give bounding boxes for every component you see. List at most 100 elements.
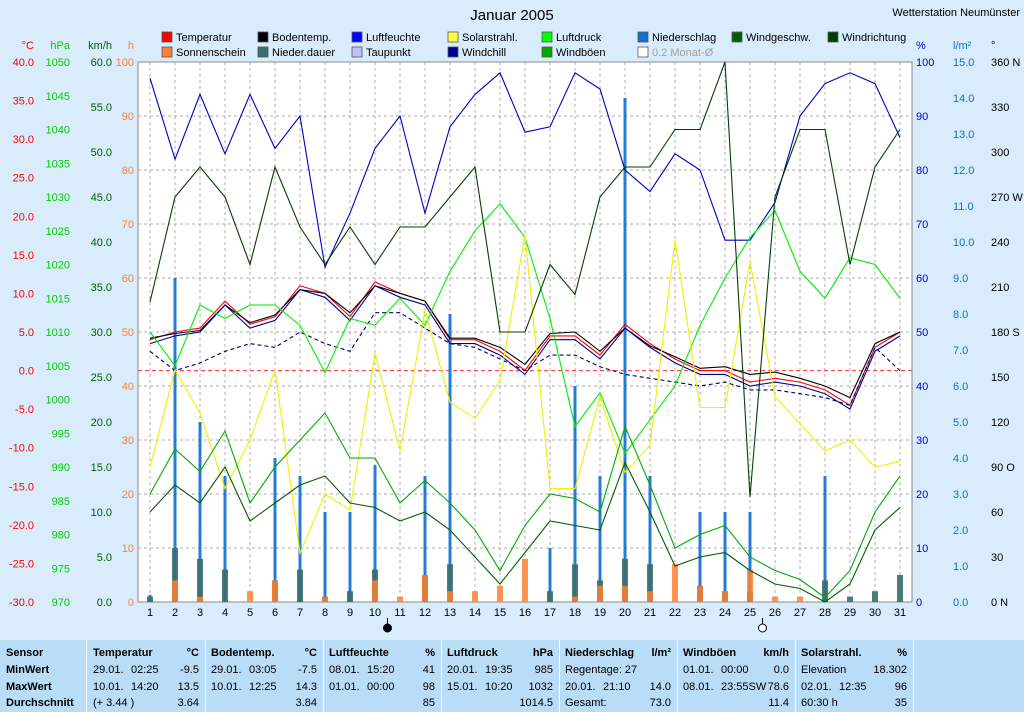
y-tick-label-pressure: 1040 [46,125,70,137]
y-tick-label-pressure: 1010 [46,327,70,339]
legend-label: Solarstrahl. [462,32,518,44]
y-tick-label-percent: 50 [916,327,928,339]
x-tick-label: 13 [444,607,456,619]
y-tick-label-temperature: -15.0 [9,481,34,493]
line-windchill [149,285,901,410]
summary-header: Solarstrahl. [801,647,862,659]
legend-label: Luftfeuchte [366,32,420,44]
summary-cell: 00:00 [721,664,749,676]
y-tick-label-pressure: 1015 [46,293,70,305]
summary-header: Bodentemp. [211,647,275,659]
line-windrichtung [149,61,901,498]
y-tick-label-direction: 360 N [991,57,1020,69]
bar-niederdauer-20 [622,558,628,602]
y-tick-label-percent: 80 [916,165,928,177]
summary-header: Luftfeuchte [329,647,389,659]
y-tick-label-percent: 90 [916,111,928,123]
x-tick-label: 24 [719,607,731,619]
axis-unit-precip: l/m² [953,40,972,52]
y-tick-label-pressure: 1020 [46,260,70,272]
y-tick-label-percent: 100 [916,57,934,69]
summary-cell: 18.302 [873,664,907,676]
y-tick-label-pressure: 990 [52,462,70,474]
bar-niederdauer-2 [172,548,178,602]
summary-cell: 08.01. [683,681,714,693]
bar-sonnenschein-25 [747,569,753,602]
summary-cell: 02:25 [131,664,159,676]
y-tick-label-wind: 15.0 [91,462,112,474]
y-tick-label-precip: 10.0 [953,237,974,249]
summary-cell: 3.64 [177,697,199,709]
y-tick-label-direction: 270 W [991,192,1023,204]
bar-sonnenschein-21 [647,591,653,602]
y-tick-label-hours: 80 [122,165,134,177]
summary-cell: 29.01. [93,664,124,676]
axis-unit-hours: h [128,40,134,52]
y-tick-label-precip: 9.0 [953,273,968,285]
axes: 1 2 3 4 5 6 7 8 9 10 11 12 13 14 15 16 17 18 19 20 21 22 23 24 2… [9,40,1023,633]
bar-sonnenschein-5 [247,591,253,602]
bar-niederdauer-7 [297,569,303,602]
summary-temperatur: Temperatur °C 29.01. 02:25 -9.5 10.01. 14:20 13… [87,640,205,712]
y-tick-label-precip: 7.0 [953,345,968,357]
summary-unit: % [425,647,435,659]
axis-unit-wind: km/h [88,40,112,52]
summary-cell: (+ 3.44 ) [93,697,135,709]
y-tick-label-precip: 0.0 [953,597,968,609]
weather-chart: Januar 2005 Wetterstation Neumünster Tem… [9,7,1023,633]
legend-label: 0.2 Monat-Ø [652,47,714,59]
bar-niederdauer-9 [347,591,353,602]
summary-cell: 14:20 [131,681,159,693]
x-tick-label: 7 [297,607,303,619]
y-tick-label-pressure: 1035 [46,158,70,170]
summary-row-label: Durchschnitt [6,697,74,709]
bar-niederdauer-17 [547,591,553,602]
summary-unit: l/m² [651,647,671,659]
x-tick-label: 1 [147,607,153,619]
summary-unit: km/h [763,647,789,659]
bar-niederschlag-10 [373,465,377,602]
bar-niederdauer-21 [647,564,653,602]
y-tick-label-pressure: 975 [52,563,70,575]
x-tick-label: 10 [369,607,381,619]
legend-label: Niederschlag [652,32,716,44]
bar-niederschlag-3 [198,422,202,602]
y-tick-label-percent: 60 [916,273,928,285]
summary-row-label: MinWert [6,664,50,676]
summary-niederschlag: Niederschlag l/m² Regentage: 27 20.01. 21:10… [559,640,677,712]
summary-cell: 29.01. [211,664,242,676]
summary-cell: -9.5 [180,664,199,676]
summary-cell: 73.0 [649,697,671,709]
y-tick-label-wind: 55.0 [91,102,112,114]
y-tick-label-wind: 20.0 [91,417,112,429]
y-tick-label-pressure: 1005 [46,361,70,373]
summary-bodentemp: Bodentemp. °C 29.01. 03:05 -7.5 10.01. 12:25 14… [205,640,323,712]
y-tick-label-pressure: 995 [52,428,70,440]
bar-niederschlag-9 [348,512,352,602]
summary-cell: 0.0 [773,664,789,676]
y-tick-label-precip: 5.0 [953,417,968,429]
bar-niederschlag-12 [423,476,427,602]
y-tick-label-wind: 35.0 [91,282,112,294]
legend-swatch [541,46,553,58]
bar-sonnenschein-16 [522,558,528,602]
y-tick-label-precip: 4.0 [953,453,968,465]
summary-header: Temperatur [93,647,153,659]
y-tick-label-wind: 5.0 [97,552,112,564]
x-tick-label: 2 [172,607,178,619]
y-tick-label-direction: 90 O [991,462,1015,474]
y-tick-label-temperature: 20.0 [13,211,34,223]
bar-niederschlag-24 [723,512,727,602]
summary-cell: 21:10 [603,681,631,693]
y-tick-label-precip: 11.0 [953,201,974,213]
y-tick-label-temperature: 40.0 [13,57,34,69]
legend-swatch [637,31,649,43]
bar-niederdauer-3 [197,558,203,602]
x-tick-label: 4 [222,607,228,619]
y-tick-label-direction: 210 [991,282,1009,294]
y-tick-label-wind: 25.0 [91,372,112,384]
y-tick-label-wind: 40.0 [91,237,112,249]
y-tick-label-precip: 12.0 [953,165,974,177]
summary-cell: 98 [422,681,435,693]
summary-cell: -7.5 [298,664,317,676]
